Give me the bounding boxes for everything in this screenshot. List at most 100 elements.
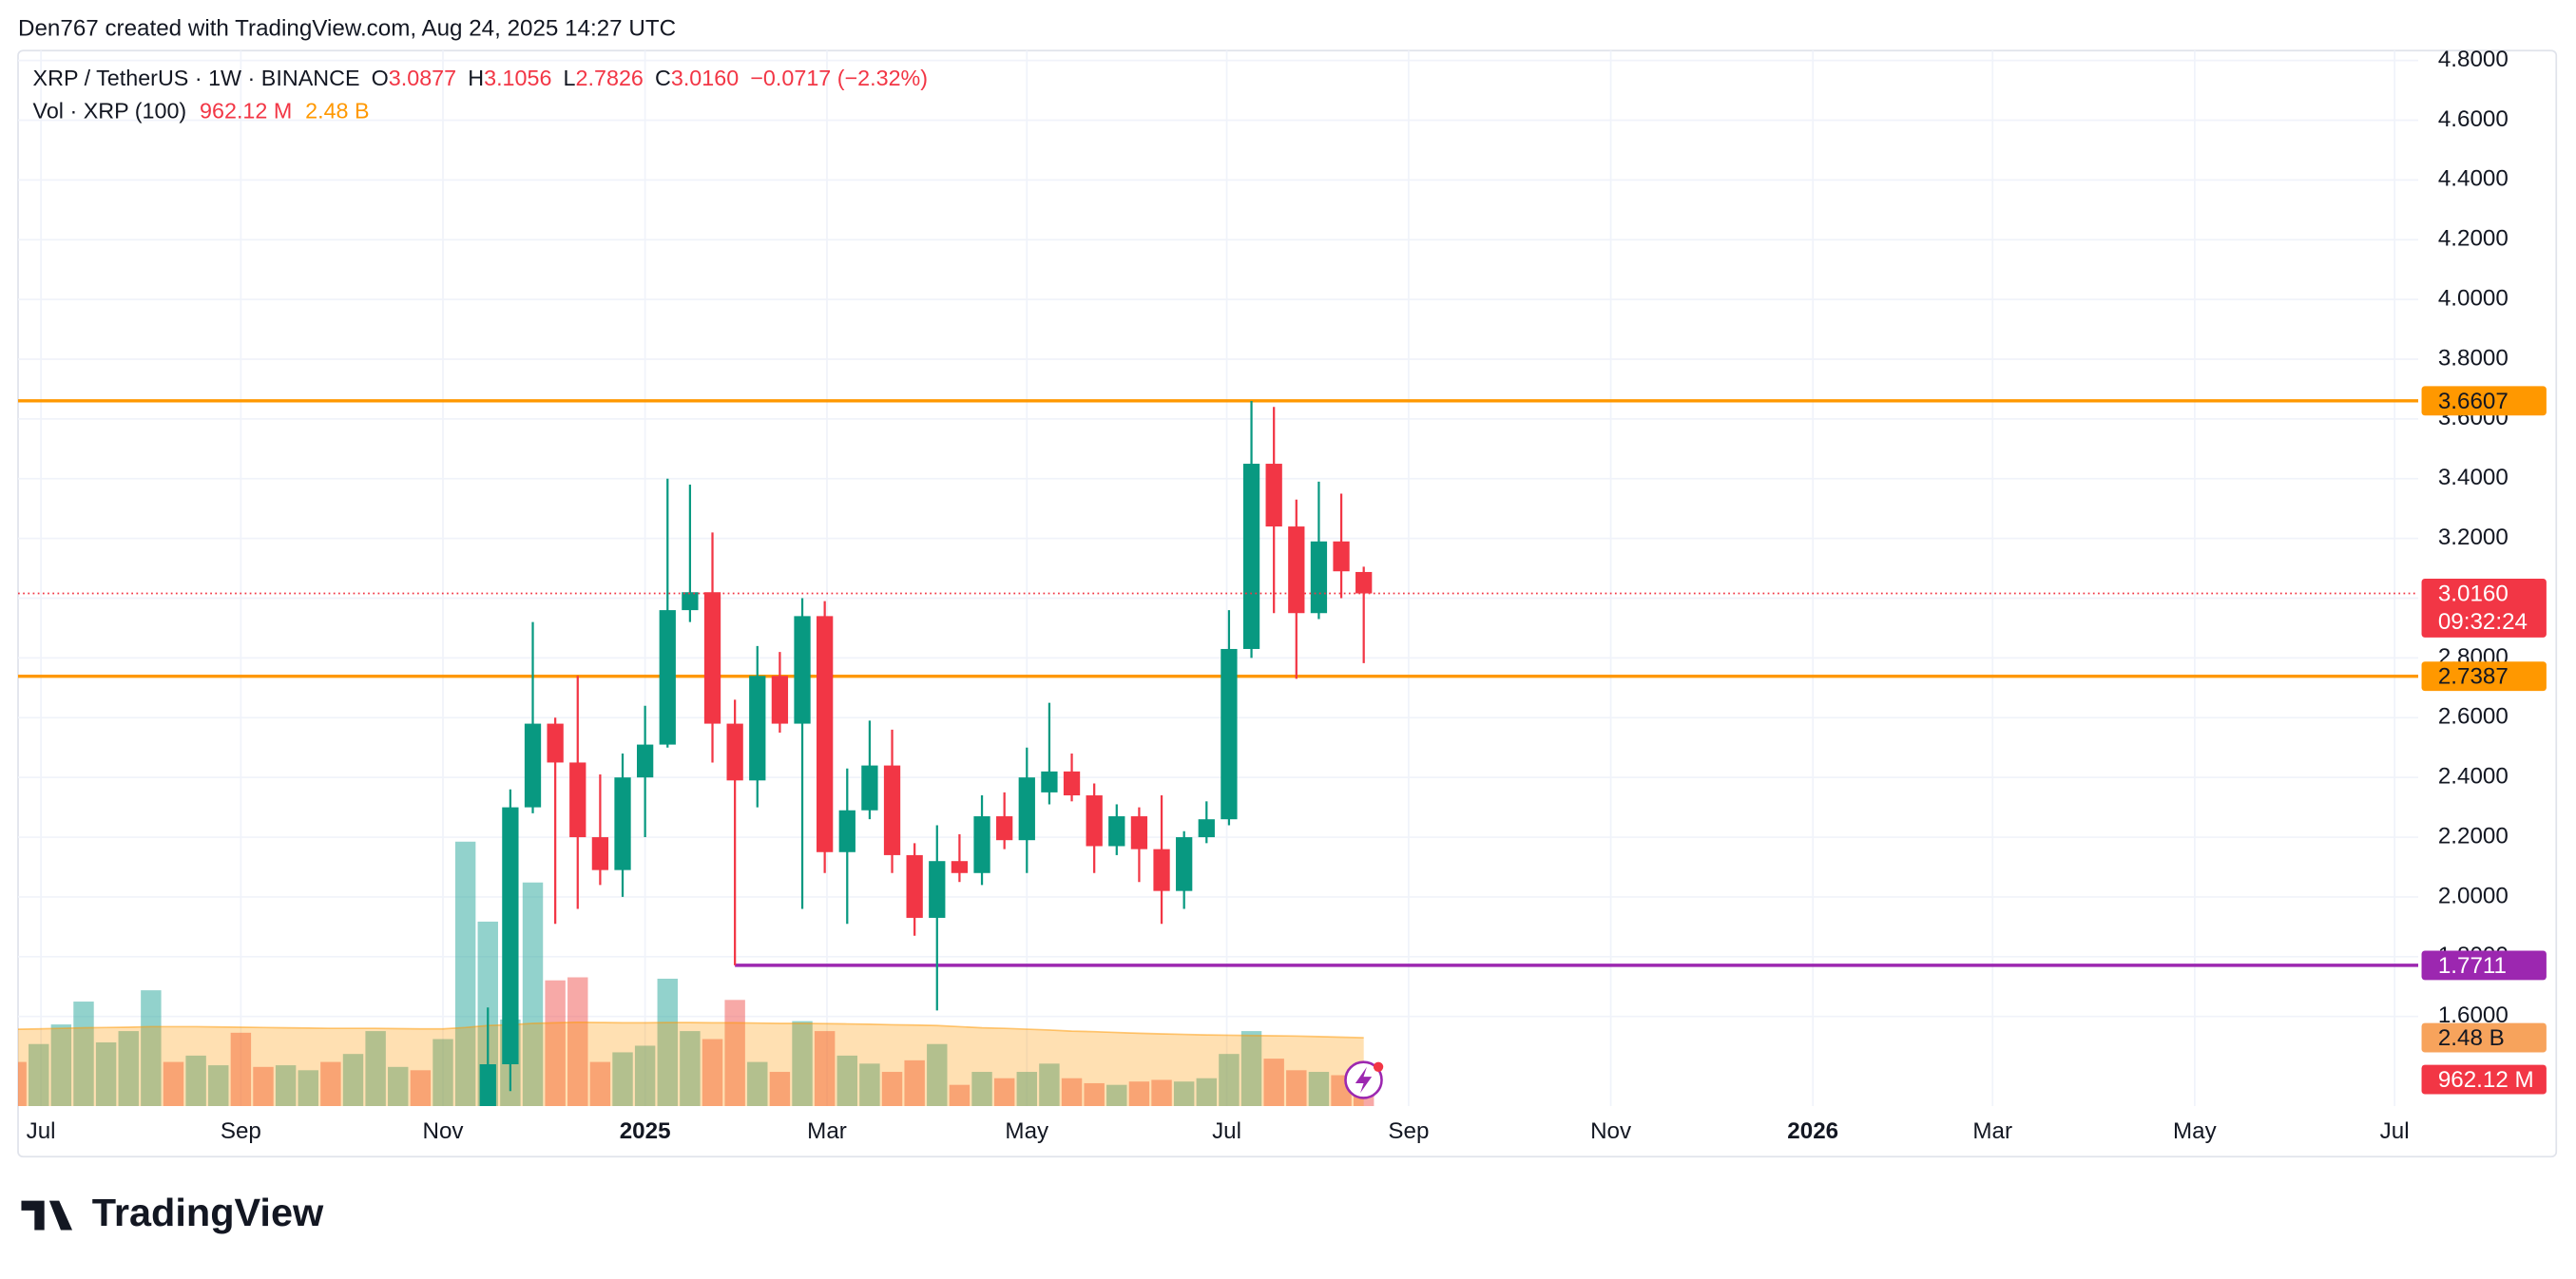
candle-body xyxy=(1355,571,1373,594)
candle-body xyxy=(547,723,564,763)
brand-name: TradingView xyxy=(92,1191,324,1234)
x-tick-label: Sep xyxy=(221,1118,261,1144)
volume-bar xyxy=(814,1031,836,1107)
candle-body xyxy=(524,723,542,808)
volume-bar xyxy=(859,1063,880,1107)
volume-bar xyxy=(230,1032,252,1107)
y-tick-label: 4.6000 xyxy=(2438,106,2509,132)
candle-body xyxy=(1086,795,1103,847)
volume-bar xyxy=(522,882,544,1107)
level-badge-label: 3.6607 xyxy=(2438,389,2509,414)
x-tick-label: Jul xyxy=(27,1118,56,1144)
volume-bar xyxy=(298,1070,318,1107)
volume-bar xyxy=(50,1024,72,1107)
volume-ma-line xyxy=(18,1021,1364,1039)
candle-body xyxy=(883,765,901,855)
volume-bar xyxy=(1240,1031,1262,1107)
countdown: 09:32:24 xyxy=(2438,609,2528,635)
x-tick-label: May xyxy=(2173,1118,2217,1144)
candle-body xyxy=(1221,648,1238,820)
price-pane xyxy=(18,399,2419,1107)
legend-text: −0.0717 (−2.32%) xyxy=(750,66,928,90)
volume-bar xyxy=(253,1066,274,1107)
candle-body xyxy=(1018,777,1035,841)
candle-body xyxy=(1041,771,1058,792)
volume-bar xyxy=(769,1072,791,1107)
volume-bar xyxy=(1308,1072,1330,1107)
alert-icon xyxy=(1344,1060,1384,1099)
candle-body xyxy=(951,861,969,873)
x-tick-label: Nov xyxy=(423,1118,464,1144)
legend-price: XRP / TetherUS · 1W · BINANCE O3.0877 H3.1… xyxy=(33,66,929,90)
y-tick-label: 2.2000 xyxy=(2438,823,2509,849)
volume-bar xyxy=(657,978,678,1107)
y-tick-label: 2.4000 xyxy=(2438,764,2509,790)
y-tick-label: 4.8000 xyxy=(2438,47,2509,72)
candle-body xyxy=(996,816,1013,841)
candle-body xyxy=(817,616,834,852)
volume-bar xyxy=(29,1043,49,1107)
x-tick-label: Sep xyxy=(1388,1118,1429,1144)
volume-pane xyxy=(18,841,1375,1107)
volume-bar xyxy=(18,1061,27,1107)
volume-bar xyxy=(141,990,162,1107)
volume-bar xyxy=(1106,1084,1127,1107)
price-badge xyxy=(2421,579,2547,638)
legend-text: 3.0160 xyxy=(671,66,739,90)
volume-ma-badge-label: 2.48 B xyxy=(2438,1025,2505,1051)
price-badge-label: 3.0160 xyxy=(2438,582,2509,607)
volume-bar xyxy=(747,1061,768,1107)
candle-body xyxy=(1063,771,1081,796)
y-tick-label: 2.0000 xyxy=(2438,883,2509,908)
volume-bar xyxy=(545,980,566,1107)
x-tick-label: Jul xyxy=(1212,1118,1241,1144)
volume-bar xyxy=(589,1061,611,1107)
x-tick-label: Mar xyxy=(1972,1118,2012,1144)
candle-body xyxy=(973,816,990,873)
volume-bar xyxy=(634,1045,656,1107)
volume-bar xyxy=(904,1059,925,1107)
volume-bar xyxy=(881,1072,903,1107)
candle-body xyxy=(794,616,811,724)
candle-body xyxy=(1198,819,1215,838)
volume-ma-badge xyxy=(2421,1022,2547,1053)
legend-text: O xyxy=(372,66,389,90)
x-tick-label: Mar xyxy=(807,1118,847,1144)
legend-text: 2.7826 xyxy=(576,66,644,90)
volume-bar xyxy=(410,1070,432,1107)
x-tick-label: 2026 xyxy=(1787,1118,1838,1144)
candle-body xyxy=(749,676,766,781)
candle-body xyxy=(614,777,631,870)
volume-bar xyxy=(1016,1072,1038,1107)
volume-bar xyxy=(1084,1082,1105,1107)
volume-bar xyxy=(185,1055,206,1107)
legend-text: C xyxy=(655,66,671,90)
volume-bar xyxy=(612,1052,633,1107)
legend-text: Vol · XRP (100) xyxy=(33,99,187,124)
legend-text: 3.1056 xyxy=(484,66,551,90)
candle-body xyxy=(1242,464,1260,649)
volume-bar xyxy=(388,1066,409,1107)
y-tick-label: 3.2000 xyxy=(2438,525,2509,550)
y-tick-label: 4.2000 xyxy=(2438,226,2509,252)
volume-ma-area xyxy=(18,1021,1364,1107)
level-badge-label: 2.7387 xyxy=(2438,664,2509,690)
volume-bar xyxy=(163,1061,184,1107)
candle-body xyxy=(1153,849,1170,891)
x-tick-label: 2025 xyxy=(620,1118,671,1144)
credit: Den767 created with TradingView.com, Aug… xyxy=(18,15,676,41)
volume-bar xyxy=(792,1021,813,1107)
y-tick-label: 2.6000 xyxy=(2438,704,2509,730)
volume-bar xyxy=(702,1039,723,1107)
candle-body xyxy=(569,762,586,838)
volume-bar xyxy=(1286,1070,1307,1107)
candle-body xyxy=(906,854,923,918)
x-tick-label: Nov xyxy=(1590,1118,1631,1144)
volume-bar xyxy=(1039,1063,1060,1107)
candle-body xyxy=(1333,541,1350,572)
volume-bar xyxy=(433,1039,453,1107)
volume-bar xyxy=(927,1043,948,1107)
legend-volume: Vol · XRP (100) 962.12 M 2.48 B xyxy=(33,99,370,124)
